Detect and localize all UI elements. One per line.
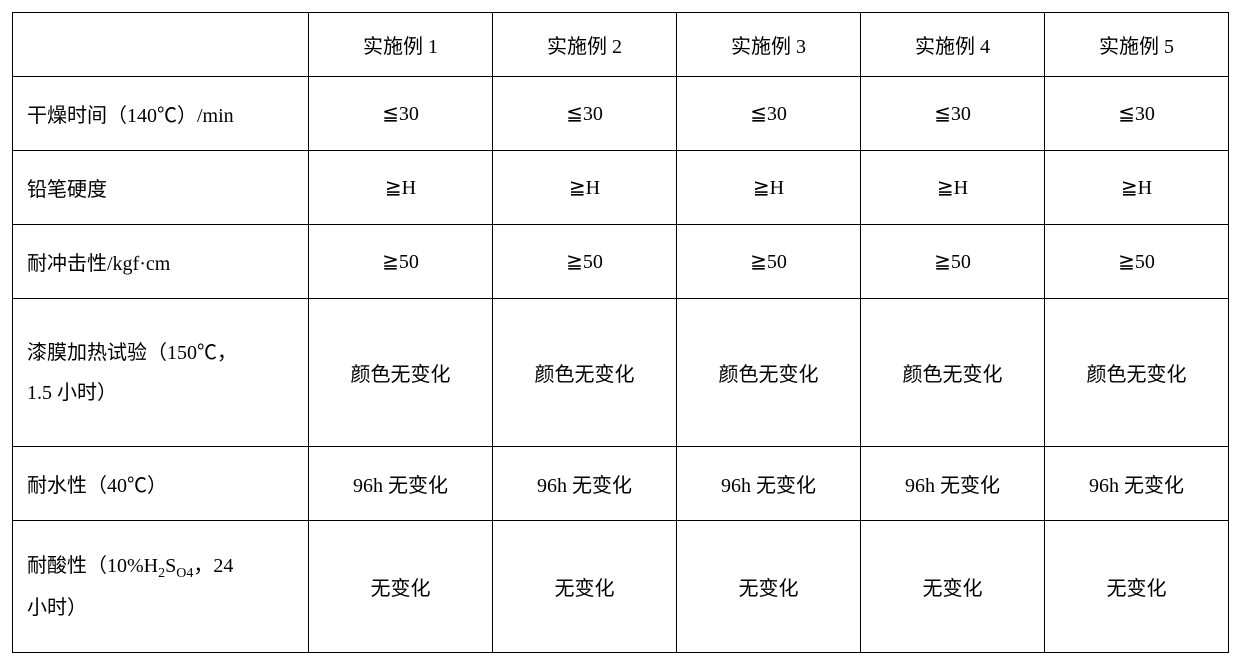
data-cell: 无变化 [677, 521, 861, 653]
data-cell: 无变化 [309, 521, 493, 653]
data-cell: ≧H [493, 151, 677, 225]
data-cell: 96h 无变化 [861, 447, 1045, 521]
header-col-1: 实施例 1 [309, 13, 493, 77]
data-cell: ≦30 [861, 77, 1045, 151]
data-cell: 颜色无变化 [493, 299, 677, 447]
table-row: 耐水性（40℃）96h 无变化96h 无变化96h 无变化96h 无变化96h … [13, 447, 1229, 521]
data-cell: ≦30 [493, 77, 677, 151]
data-cell: ≧50 [309, 225, 493, 299]
header-blank [13, 13, 309, 77]
data-cell: ≧50 [493, 225, 677, 299]
data-cell: ≧50 [1045, 225, 1229, 299]
row-label: 耐冲击性/kgf·cm [13, 225, 309, 299]
row-label: 铅笔硬度 [13, 151, 309, 225]
data-cell: ≧H [677, 151, 861, 225]
header-col-5: 实施例 5 [1045, 13, 1229, 77]
table-body: 干燥时间（140℃）/min≦30≦30≦30≦30≦30铅笔硬度≧H≧H≧H≧… [13, 77, 1229, 653]
header-col-3: 实施例 3 [677, 13, 861, 77]
row-label: 干燥时间（140℃）/min [13, 77, 309, 151]
data-cell: ≧H [309, 151, 493, 225]
data-cell: 颜色无变化 [309, 299, 493, 447]
row-label: 耐酸性（10%H2SO4，24小时） [13, 521, 309, 653]
table-row: 干燥时间（140℃）/min≦30≦30≦30≦30≦30 [13, 77, 1229, 151]
data-cell: ≧50 [861, 225, 1045, 299]
table-row: 漆膜加热试验（150℃，1.5 小时）颜色无变化颜色无变化颜色无变化颜色无变化颜… [13, 299, 1229, 447]
table-row: 耐酸性（10%H2SO4，24小时）无变化无变化无变化无变化无变化 [13, 521, 1229, 653]
data-cell: 颜色无变化 [677, 299, 861, 447]
data-cell: 无变化 [1045, 521, 1229, 653]
data-cell: ≦30 [309, 77, 493, 151]
row-label: 耐水性（40℃） [13, 447, 309, 521]
data-cell: ≦30 [1045, 77, 1229, 151]
data-cell: 无变化 [861, 521, 1045, 653]
header-col-4: 实施例 4 [861, 13, 1045, 77]
data-cell: 颜色无变化 [1045, 299, 1229, 447]
header-row: 实施例 1 实施例 2 实施例 3 实施例 4 实施例 5 [13, 13, 1229, 77]
data-cell: 96h 无变化 [1045, 447, 1229, 521]
data-cell: 无变化 [493, 521, 677, 653]
data-cell: ≧H [861, 151, 1045, 225]
header-col-2: 实施例 2 [493, 13, 677, 77]
data-cell: ≧50 [677, 225, 861, 299]
data-cell: ≦30 [677, 77, 861, 151]
data-cell: 96h 无变化 [677, 447, 861, 521]
data-cell: 96h 无变化 [309, 447, 493, 521]
table-row: 耐冲击性/kgf·cm≧50≧50≧50≧50≧50 [13, 225, 1229, 299]
table-row: 铅笔硬度≧H≧H≧H≧H≧H [13, 151, 1229, 225]
data-table: 实施例 1 实施例 2 实施例 3 实施例 4 实施例 5 干燥时间（140℃）… [12, 12, 1229, 653]
data-cell: 颜色无变化 [861, 299, 1045, 447]
row-label: 漆膜加热试验（150℃，1.5 小时） [13, 299, 309, 447]
data-cell: 96h 无变化 [493, 447, 677, 521]
data-cell: ≧H [1045, 151, 1229, 225]
